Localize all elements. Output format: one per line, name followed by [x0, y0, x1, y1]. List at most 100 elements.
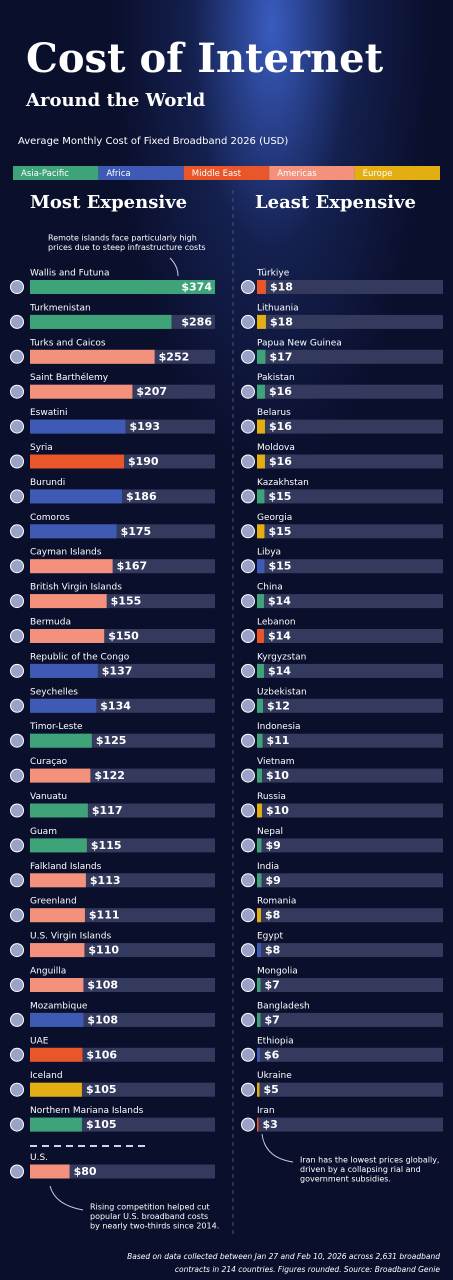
- flag: [10, 733, 24, 748]
- value-label: $10: [266, 804, 289, 817]
- value-label: $14: [268, 630, 291, 643]
- bar: [257, 803, 262, 818]
- category-label: UAE: [30, 1036, 49, 1046]
- title: Cost of Internet: [26, 35, 384, 82]
- category-label: Turkmenistan: [29, 303, 91, 313]
- category-label: Georgia: [257, 513, 292, 523]
- category-label: Republic of the Congo: [30, 652, 130, 662]
- bar-track: [257, 489, 443, 504]
- value-label: $9: [265, 839, 280, 852]
- bar: [30, 803, 88, 818]
- flag: [10, 280, 24, 294]
- value-label: $12: [267, 699, 290, 712]
- bar: [257, 873, 262, 888]
- flag: [10, 559, 24, 574]
- flag: [10, 454, 24, 469]
- footnote: Based on data collected between Jan 27 a…: [127, 1252, 440, 1261]
- value-label: $3: [262, 1118, 277, 1131]
- flag: [10, 1164, 24, 1179]
- subtitle: Average Monthly Cost of Fixed Broadband …: [18, 136, 288, 147]
- value-label: $207: [136, 385, 167, 398]
- bar-track: [257, 908, 443, 923]
- flag: [241, 1012, 255, 1027]
- bar-track: [257, 1047, 443, 1062]
- bar: [30, 1117, 82, 1132]
- bar: [30, 733, 92, 748]
- category-label: Belarus: [257, 408, 291, 418]
- bar: [257, 559, 265, 574]
- value-label: $9: [265, 874, 280, 887]
- flag: [10, 943, 24, 958]
- bar: [257, 489, 265, 504]
- value-label: $8: [265, 909, 280, 922]
- value-label: $150: [108, 630, 139, 643]
- legend-label: Africa: [106, 169, 130, 179]
- category-label: Ukraine: [257, 1071, 292, 1081]
- category-label: Timor-Leste: [29, 722, 83, 732]
- flag: [10, 349, 24, 364]
- value-label: $10: [266, 769, 289, 782]
- flag: [241, 908, 255, 923]
- bar: [30, 594, 107, 609]
- flag: [241, 1047, 255, 1062]
- legend-swatch: [13, 166, 99, 180]
- flag: [241, 489, 255, 504]
- annotation: prices due to steep infrastructure costs: [48, 243, 206, 252]
- flag: [10, 698, 24, 713]
- flag: [10, 629, 24, 643]
- category-label: Kazakhstan: [257, 478, 309, 488]
- legend-label: Asia-Pacific: [21, 169, 69, 179]
- value-label: $17: [269, 350, 292, 363]
- category-label: Nepal: [257, 827, 283, 837]
- bar-track: [257, 1082, 443, 1097]
- value-label: $125: [96, 734, 127, 747]
- bar-track: [257, 1012, 443, 1027]
- bar: [30, 384, 133, 399]
- flag: [241, 1082, 255, 1097]
- bar-track: [257, 733, 443, 748]
- value-label: $7: [264, 979, 279, 992]
- bar-track: [257, 838, 443, 853]
- bar-track: [257, 1117, 443, 1132]
- bar-track: [257, 873, 443, 888]
- bar: [257, 1047, 260, 1062]
- bar: [257, 768, 262, 783]
- flag: [10, 384, 24, 399]
- flag: [10, 1082, 24, 1097]
- panel-title: Most Expensive: [30, 192, 187, 213]
- category-label: Vanuatu: [30, 792, 67, 802]
- bar: [30, 943, 85, 958]
- category-label: Egypt: [257, 932, 283, 942]
- flag: [241, 349, 255, 364]
- bar: [257, 454, 265, 469]
- bar-track: [257, 629, 443, 643]
- footnote: contracts in 214 countries. Figures roun…: [175, 1265, 440, 1274]
- flag: [241, 280, 255, 294]
- flag: [241, 1117, 255, 1132]
- category-label: Turks and Caicos: [29, 338, 106, 348]
- bar: [257, 594, 264, 609]
- bar: [30, 629, 105, 643]
- value-label: $80: [74, 1165, 97, 1178]
- panel-title: Least Expensive: [255, 192, 416, 213]
- category-label: Iceland: [30, 1071, 63, 1081]
- value-label: $113: [90, 874, 121, 887]
- annotation: government subsidies.: [300, 1175, 391, 1184]
- category-label: Papua New Guinea: [257, 338, 342, 348]
- legend-swatch: [269, 166, 355, 180]
- value-label: $6: [264, 1048, 280, 1061]
- category-label: Seychelles: [30, 687, 78, 697]
- value-label: $122: [94, 769, 125, 782]
- bar-track: [257, 768, 443, 783]
- legend-label: Europe: [363, 169, 393, 179]
- category-label: Uzbekistan: [257, 687, 307, 697]
- legend-label: Americas: [277, 169, 317, 179]
- value-label: $105: [86, 1118, 117, 1131]
- category-label: Wallis and Futuna: [30, 269, 110, 279]
- flag: [10, 663, 24, 678]
- value-label: $16: [269, 385, 292, 398]
- category-label: Curaçao: [30, 757, 68, 767]
- category-label: China: [257, 583, 283, 593]
- category-label: U.S.: [30, 1153, 48, 1163]
- bar: [257, 1012, 261, 1027]
